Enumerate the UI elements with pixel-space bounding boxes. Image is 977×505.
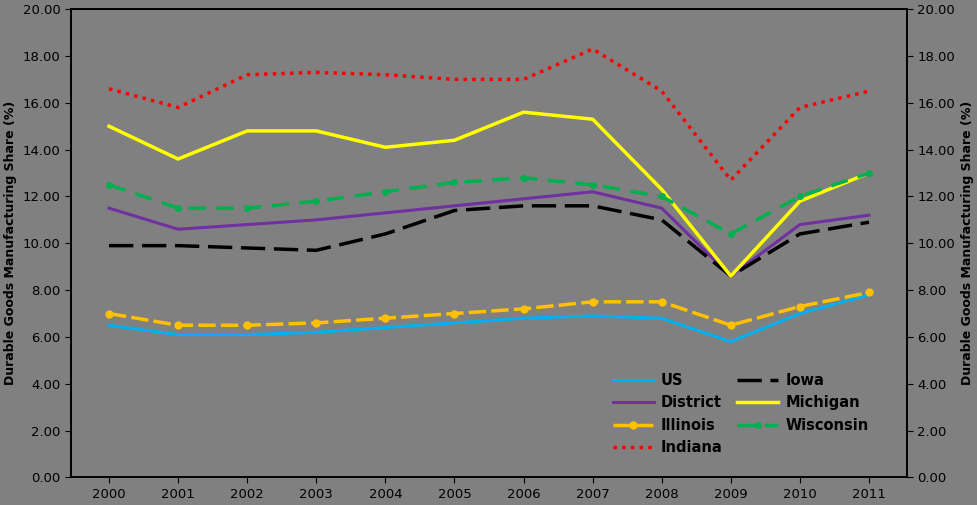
Legend: US, District, Illinois, Indiana, Iowa, Michigan, Wisconsin: US, District, Illinois, Indiana, Iowa, M… — [607, 367, 873, 461]
Y-axis label: Durable Goods Manufacturing Share (%): Durable Goods Manufacturing Share (%) — [4, 101, 18, 385]
Y-axis label: Durable Goods Manufacturing Share (%): Durable Goods Manufacturing Share (%) — [959, 101, 973, 385]
